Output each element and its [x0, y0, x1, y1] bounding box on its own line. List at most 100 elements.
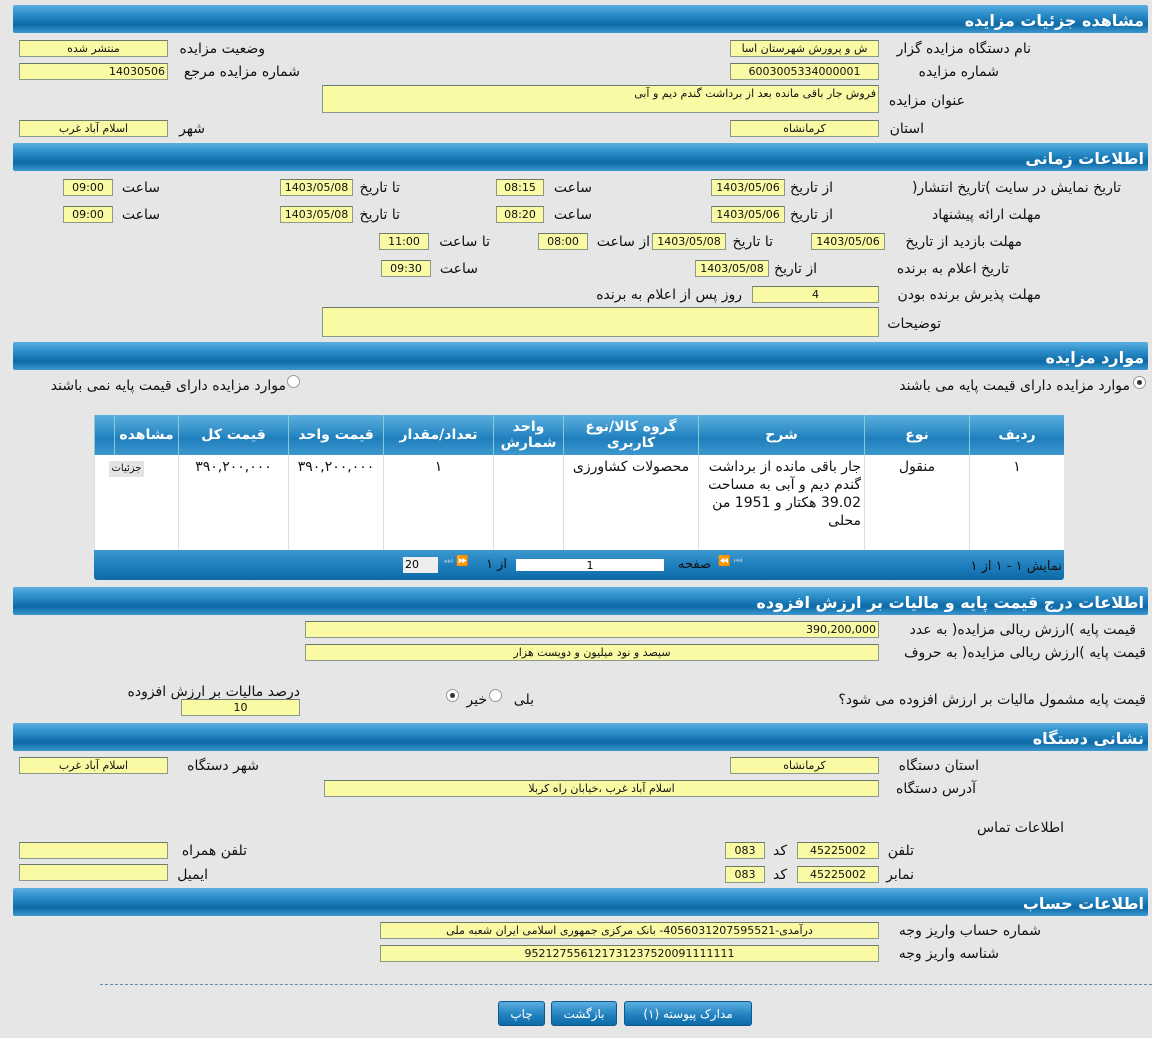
publish-from-time-field[interactable]: 08:15	[496, 179, 544, 196]
col-header: قیمت واحد	[288, 415, 383, 455]
section-header-price: اطلاعات درج قیمت پایه و مالیات بر ارزش ا…	[13, 587, 1148, 615]
org-address-field[interactable]: اسلام آباد غرب ،خیابان راه کربلا	[324, 780, 879, 797]
cell-unit	[493, 455, 563, 550]
offer-from-time-field[interactable]: 08:20	[496, 206, 544, 223]
announce-label: تاریخ اعلام به برنده	[896, 261, 1009, 277]
fax-field[interactable]: 45225002	[797, 866, 879, 883]
email-label: ایمیل	[177, 867, 208, 883]
phone-code-field[interactable]: 083	[725, 842, 765, 859]
back-button[interactable]: بازگشت	[551, 1001, 617, 1026]
vat-yes-label: بلی	[513, 692, 534, 708]
offer-to-field[interactable]: 1403/05/08	[280, 206, 353, 223]
city-label: شهر	[179, 121, 205, 137]
status-field[interactable]: منتشر شده	[19, 40, 168, 57]
visit-to-time-field[interactable]: 11:00	[379, 233, 429, 250]
publish-to-time-field[interactable]: 09:00	[63, 179, 113, 196]
announce-time-field[interactable]: 09:30	[381, 260, 431, 277]
price-words-label: قیمت پایه )ارزش ریالی مزایده( به حروف	[903, 645, 1146, 661]
mobile-label: تلفن همراه	[181, 843, 247, 859]
offer-from-field[interactable]: 1403/05/06	[711, 206, 785, 223]
no-base-price-radio[interactable]	[287, 375, 300, 388]
visit-to-field[interactable]: 1403/05/08	[652, 233, 726, 250]
hour-label: ساعت	[553, 180, 592, 196]
cell-type: منقول	[864, 455, 969, 550]
cell-index: ۱	[969, 455, 1064, 550]
has-base-price-radio[interactable]	[1133, 376, 1146, 389]
ref-label: شماره مزایده مرجع	[183, 64, 300, 80]
page-size-input[interactable]: 20	[403, 557, 438, 573]
vat-no-label: خیر	[466, 692, 487, 708]
fax-code-label: کد	[772, 867, 787, 883]
title-field[interactable]: فروش جار باقی مانده بعد از برداشت گندم د…	[322, 85, 879, 113]
org-field[interactable]: ش و پرورش شهرستان اسا	[730, 40, 879, 57]
number-field[interactable]: 6003005334000001	[730, 63, 879, 80]
cell-group: محصولات کشاورزی	[563, 455, 698, 550]
from-date-label: از تاریخ	[774, 261, 817, 277]
org-province-field[interactable]: کرمانشاه	[730, 757, 879, 774]
fax-label: نمابر	[886, 867, 914, 883]
hour-label: ساعت	[121, 207, 160, 223]
org-label: نام دستگاه مزایده گزار	[896, 41, 1031, 57]
col-header: مشاهده	[114, 415, 178, 455]
payment-id-label: شناسه واریز وجه	[898, 946, 999, 962]
cell-total: ۳۹۰,۲۰۰,۰۰۰	[178, 455, 288, 550]
pager-first-next-icons[interactable]: ⏮ ⏪	[718, 556, 743, 567]
province-field[interactable]: کرمانشاه	[730, 120, 879, 137]
notes-field[interactable]	[322, 307, 879, 337]
items-table: ردیف نوع شرح گروه کالا/نوع کاربری واحد ش…	[94, 415, 1064, 580]
publish-label: تاریخ نمایش در سایت )تاریخ انتشار(	[911, 180, 1121, 196]
cell-desc: جار باقی مانده از برداشت گندم دیم و آبی …	[698, 455, 864, 550]
payment-id-field[interactable]: 952127556121731237520091111111	[380, 945, 879, 962]
fax-code-field[interactable]: 083	[725, 866, 765, 883]
section-header-account: اطلاعات حساب	[13, 888, 1148, 916]
vat-percent-field[interactable]: 10	[181, 699, 300, 716]
notes-label: توضیحات	[887, 316, 941, 332]
city-field[interactable]: اسلام آباد غرب	[19, 120, 168, 137]
number-label: شماره مزایده	[918, 64, 999, 80]
mobile-field[interactable]	[19, 842, 168, 859]
vat-no-radio[interactable]	[446, 689, 459, 702]
divider	[100, 984, 1152, 985]
org-address-label: آدرس دستگاه	[896, 781, 976, 797]
vat-question: قیمت پایه مشمول مالیات بر ارزش افزوده می…	[838, 692, 1146, 708]
pager-of: از ۱	[485, 557, 507, 572]
vat-yes-radio[interactable]	[489, 689, 502, 702]
print-button[interactable]: چاپ	[498, 1001, 545, 1026]
price-num-field[interactable]: 390,200,000	[305, 621, 879, 638]
section-header-items: موارد مزایده	[13, 342, 1148, 370]
price-words-field[interactable]: سیصد و نود میلیون و دویست هزار	[305, 644, 879, 661]
visit-from-time-field[interactable]: 08:00	[538, 233, 588, 250]
cell-unit-price: ۳۹۰,۲۰۰,۰۰۰	[288, 455, 383, 550]
pager-prev-last-icons[interactable]: ⏩ ⏭	[444, 556, 469, 567]
email-field[interactable]	[19, 864, 168, 881]
col-header: گروه کالا/نوع کاربری	[563, 415, 698, 455]
announce-from-field[interactable]: 1403/05/08	[695, 260, 769, 277]
pager-summary: نمایش ۱ - ۱ از ۱	[970, 559, 1063, 574]
accept-days-field[interactable]: 4	[752, 286, 879, 303]
phone-field[interactable]: 45225002	[797, 842, 879, 859]
section-header-time: اطلاعات زمانی	[13, 143, 1148, 171]
org-city-field[interactable]: اسلام آباد غرب	[19, 757, 168, 774]
visit-from-field[interactable]: 1403/05/06	[811, 233, 885, 250]
details-button[interactable]: جزئیات	[108, 461, 145, 477]
attachments-button[interactable]: مدارک پیوسته (۱)	[624, 1001, 752, 1026]
hour-label: ساعت	[553, 207, 592, 223]
offer-to-time-field[interactable]: 09:00	[63, 206, 113, 223]
publish-from-field[interactable]: 1403/05/06	[711, 179, 785, 196]
from-date-label: از تاریخ	[790, 207, 833, 223]
col-header-blank	[94, 415, 114, 455]
col-header: تعداد/مقدار	[383, 415, 493, 455]
from-hour-label: از ساعت	[596, 234, 650, 250]
status-label: وضعیت مزایده	[179, 41, 265, 57]
account-field[interactable]: درآمدی-4056031207595521- بانک مرکزی جمهو…	[380, 922, 879, 939]
price-num-label: قیمت پایه )ارزش ریالی مزایده( به عدد	[909, 622, 1136, 638]
to-date-label: تا تاریخ	[732, 234, 773, 250]
publish-to-field[interactable]: 1403/05/08	[280, 179, 353, 196]
section-header-details: مشاهده جزئیات مزایده	[13, 5, 1148, 33]
page-input[interactable]: 1	[516, 559, 664, 572]
ref-field[interactable]: 14030506	[19, 63, 168, 80]
vat-percent-label: درصد مالیات بر ارزش افزوده	[127, 684, 301, 700]
has-base-price-label: موارد مزایده دارای قیمت پایه می باشند	[899, 378, 1130, 394]
pager-page-label: صفحه	[678, 557, 711, 572]
col-header: نوع	[864, 415, 969, 455]
